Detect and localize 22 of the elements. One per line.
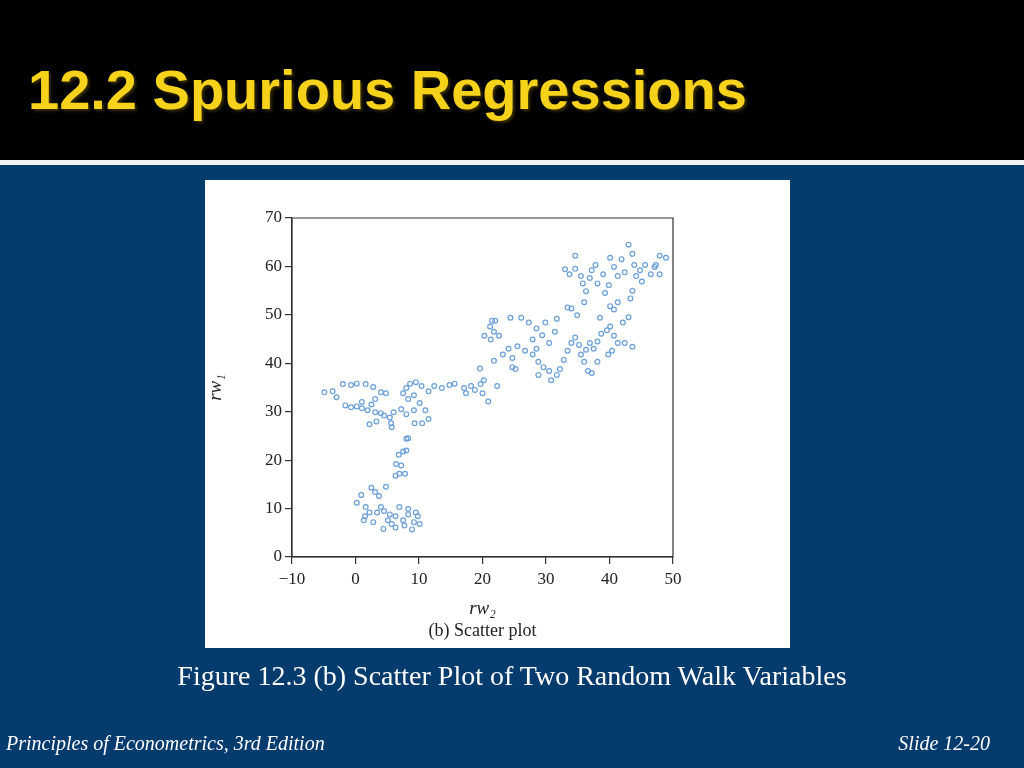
x-tick-label: 10 (410, 568, 428, 588)
x-tick-label: −10 (278, 568, 306, 588)
caption: Figure 12.3 (b) Scatter Plot of Two Random Walk Variables (176, 660, 848, 692)
y-tick-label: 20 (265, 449, 282, 469)
x-tick-label: 30 (537, 568, 555, 588)
y-tick-label: 50 (265, 304, 282, 324)
y-tick-label: 40 (265, 352, 282, 372)
text: Principles of Econometrics, 3rd Edition (6, 732, 325, 755)
x-tick-label: 0 (351, 568, 360, 588)
y-axis-title: rw₁ (204, 374, 226, 401)
y-tick-label: 70 (265, 207, 282, 227)
text: (b) Scatter plot (427, 620, 538, 641)
x-axis-title: rw₂ (469, 596, 497, 618)
y-tick-label: 60 (265, 255, 282, 275)
y-tick-label: 0 (273, 546, 282, 566)
x-tick-label: 40 (601, 568, 618, 588)
x-tick-label: 50 (664, 568, 682, 588)
text: Slide 12-20 (898, 732, 990, 755)
x-tick-label: 20 (474, 568, 491, 588)
chart-title: 12.2 Spurious Regressions (28, 57, 747, 123)
y-tick-label: 10 (265, 498, 282, 518)
y-tick-label: 30 (265, 401, 282, 421)
